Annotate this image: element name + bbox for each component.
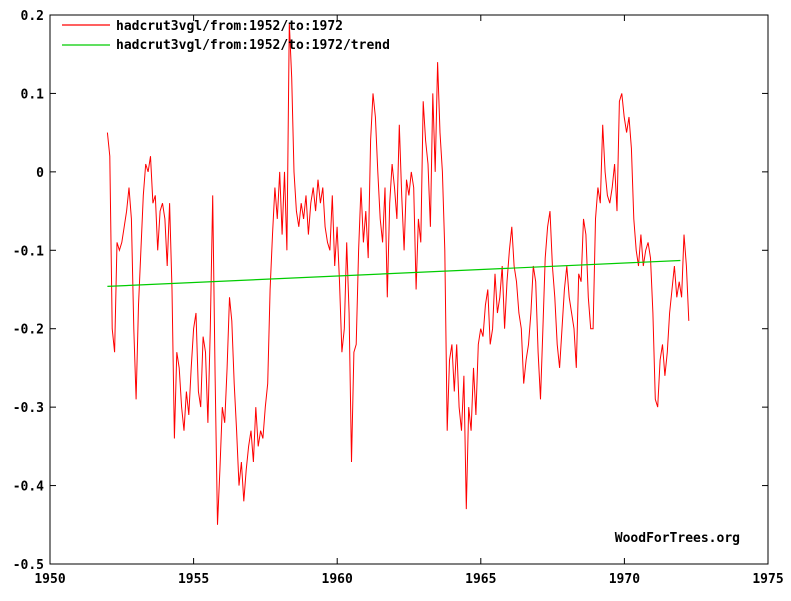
y-tick-label: -0.3 <box>13 401 44 416</box>
y-axis: 0.2 0.1 0 -0.1 -0.2 -0.3 -0.4 -0.5 <box>13 9 768 573</box>
legend-label-series: hadcrut3vgl/from:1952/to:1972 <box>116 19 343 34</box>
x-tick-label: 1960 <box>322 572 353 587</box>
legend-label-trend: hadcrut3vgl/from:1952/to:1972/trend <box>116 38 390 53</box>
y-tick-label: -0.1 <box>13 244 44 259</box>
y-tick-label: -0.5 <box>13 558 44 573</box>
x-tick-label: 1965 <box>465 572 496 587</box>
y-tick-label: 0.2 <box>21 9 44 24</box>
x-tick-label: 1955 <box>178 572 209 587</box>
x-tick-label: 1970 <box>609 572 640 587</box>
y-tick-label: -0.4 <box>13 480 44 495</box>
y-tick-label: 0 <box>36 166 44 181</box>
plot-area <box>49 14 769 565</box>
y-tick-label: -0.2 <box>13 323 44 338</box>
x-tick-label: 1975 <box>752 572 783 587</box>
watermark-text: WoodForTrees.org <box>615 531 740 546</box>
x-tick-label: 1950 <box>34 572 65 587</box>
y-tick-label: 0.1 <box>21 87 45 102</box>
x-axis: 1950 1955 1960 1965 1970 1975 <box>34 15 784 587</box>
legend: hadcrut3vgl/from:1952/to:1972 hadcrut3vg… <box>62 19 390 53</box>
trend-line <box>107 259 681 287</box>
series-line <box>106 22 690 525</box>
series-layer <box>106 22 690 525</box>
